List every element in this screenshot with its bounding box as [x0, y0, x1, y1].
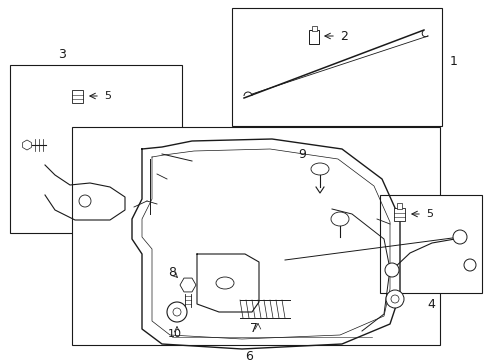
Circle shape — [452, 230, 466, 244]
Bar — [311, 26, 316, 31]
Bar — [231, 8, 441, 126]
Text: 4: 4 — [426, 297, 434, 310]
Circle shape — [463, 259, 475, 271]
Text: 3: 3 — [58, 49, 65, 62]
Circle shape — [167, 302, 186, 322]
Text: 1: 1 — [449, 55, 457, 68]
Ellipse shape — [216, 277, 234, 289]
Text: 5: 5 — [104, 91, 111, 101]
Ellipse shape — [330, 212, 348, 226]
Bar — [379, 195, 481, 293]
Ellipse shape — [310, 163, 328, 175]
Text: 6: 6 — [244, 350, 252, 360]
Text: 2: 2 — [339, 30, 347, 42]
Bar — [72, 90, 83, 103]
Text: 9: 9 — [298, 148, 305, 162]
Bar — [393, 208, 404, 221]
Text: 5: 5 — [426, 209, 433, 219]
Bar — [72, 127, 439, 345]
Text: 8: 8 — [168, 266, 176, 279]
Circle shape — [385, 290, 403, 308]
Circle shape — [79, 195, 91, 207]
Circle shape — [173, 308, 181, 316]
Bar — [10, 65, 182, 233]
Text: 10: 10 — [168, 329, 182, 339]
Circle shape — [390, 295, 398, 303]
Text: 7: 7 — [249, 321, 258, 334]
Circle shape — [384, 263, 398, 277]
Bar — [396, 203, 401, 209]
FancyBboxPatch shape — [308, 30, 318, 44]
